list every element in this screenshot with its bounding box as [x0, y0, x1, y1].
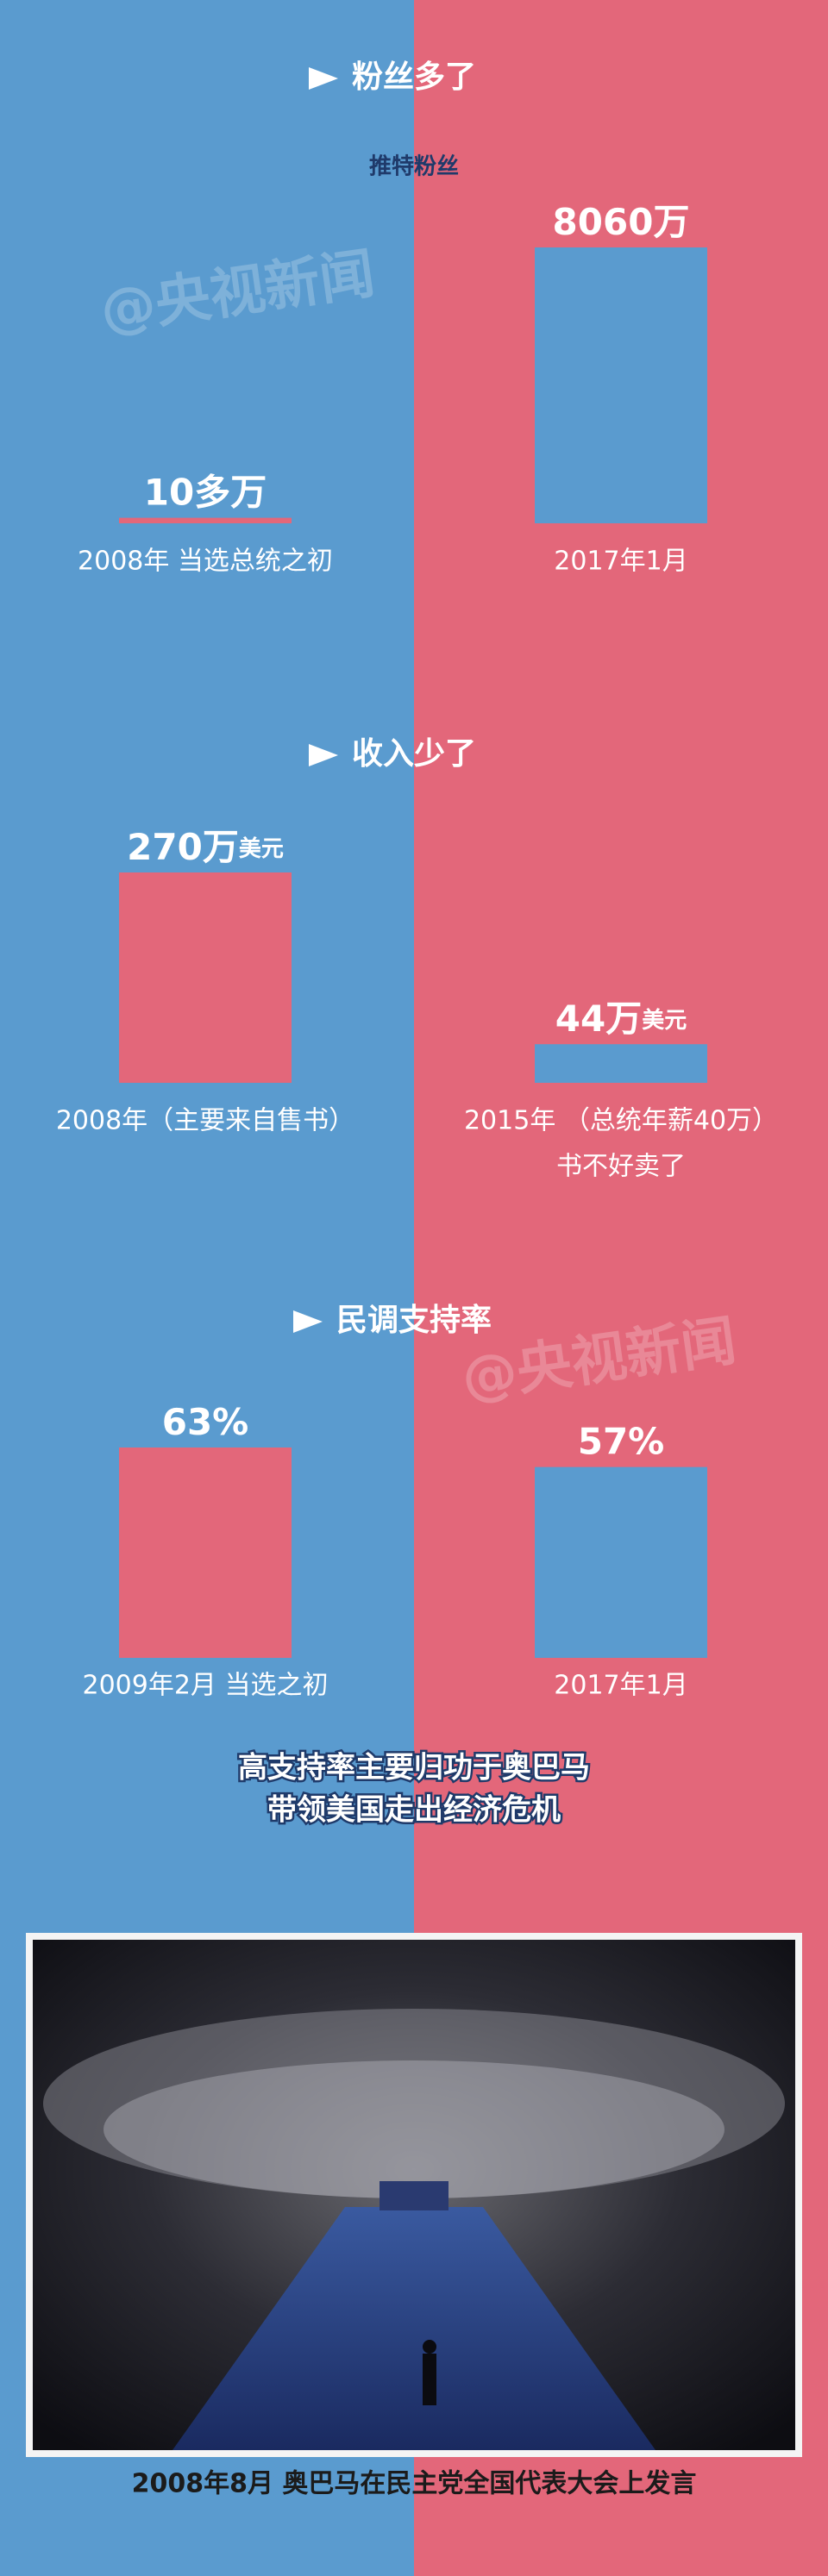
section-title: 收入少了 [352, 736, 476, 772]
category-label: 2015年 （总统年薪40万） [464, 1106, 778, 1136]
bar [535, 247, 707, 523]
bar [119, 1447, 292, 1658]
value-label: 63% [162, 1401, 249, 1443]
value-label: 44万美元 [555, 997, 687, 1040]
value-label: 270万美元 [127, 826, 284, 868]
header-arrow [309, 67, 338, 90]
value-label: 8060万 [553, 201, 690, 243]
value-label: 57% [578, 1420, 665, 1462]
bar [535, 1466, 707, 1658]
header-arrow [309, 744, 338, 766]
bar [119, 872, 292, 1083]
subtitle: 推特粉丝 [369, 153, 459, 180]
bar [535, 1044, 707, 1084]
value-text: 10多万 [144, 471, 267, 513]
category-label: 2009年2月 当选之初 [83, 1671, 329, 1701]
category-label: 2008年（主要来自售书） [56, 1106, 354, 1136]
section-title: 粉丝多了 [352, 59, 476, 95]
value-unit: 美元 [239, 835, 284, 862]
value-text: 63% [162, 1401, 249, 1443]
annotation: 书不好卖了 [556, 1152, 686, 1182]
annotation: 带领美国走出经济危机 [267, 1793, 561, 1828]
value-text: 44万 [555, 997, 642, 1040]
value-text: 57% [578, 1420, 665, 1462]
value-text: 8060万 [553, 201, 690, 243]
category-label: 2017年1月 [554, 547, 687, 577]
photo [26, 1933, 802, 2457]
header-arrow [293, 1310, 323, 1333]
value-unit: 美元 [642, 1007, 687, 1034]
category-label: 2008年 当选总统之初 [78, 547, 333, 577]
value-label: 10多万 [144, 471, 267, 513]
photo-caption: 2008年8月 奥巴马在民主党全国代表大会上发言 [132, 2469, 697, 2499]
annotation: 高支持率主要归功于奥巴马 [238, 1751, 590, 1785]
value-text: 270万 [127, 826, 239, 868]
category-label: 2017年1月 [554, 1671, 687, 1701]
section-title: 民调支持率 [336, 1303, 492, 1338]
